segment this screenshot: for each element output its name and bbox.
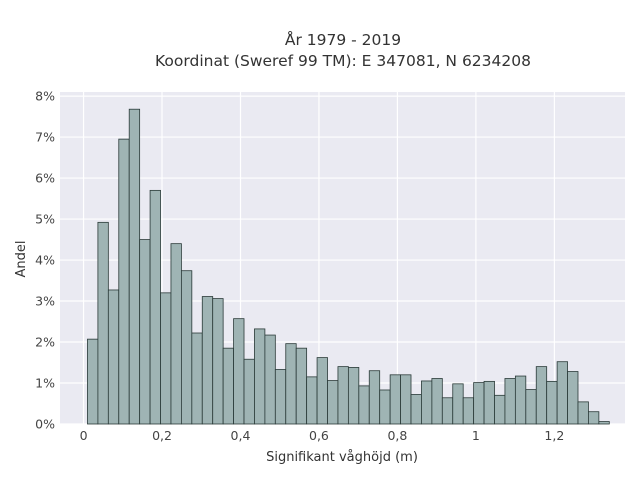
histogram-bar-15 [243, 358, 255, 425]
histogram-bar-2 [107, 289, 120, 425]
histogram-bar-42 [525, 389, 537, 425]
histogram-bar-9 [180, 270, 193, 425]
x-tick-label-3: 0,6 [309, 428, 329, 443]
histogram-bar-8 [170, 243, 182, 425]
histogram-bar-38 [483, 380, 495, 425]
y-tick-label-1: 1% [35, 376, 55, 391]
histogram-bar-18 [274, 369, 287, 425]
x-tick-label-5: 1 [472, 428, 480, 443]
histogram-bar-34 [441, 397, 454, 425]
histogram-bar-40 [504, 378, 516, 425]
histogram-bar-31 [410, 394, 422, 425]
x-axis-label: Signifikant våghöjd (m) [266, 450, 418, 465]
histogram-bar-30 [400, 374, 412, 425]
histogram-bar-33 [431, 378, 443, 425]
histogram-bar-46 [567, 371, 579, 425]
histogram-bar-4 [128, 108, 141, 425]
y-tick-label-5: 5% [35, 212, 55, 227]
histogram-bar-49 [598, 421, 610, 425]
histogram-bar-21 [306, 376, 318, 425]
histogram-bar-47 [577, 401, 589, 425]
histogram-bar-23 [327, 380, 339, 425]
x-tick-label-1: 0,2 [152, 428, 172, 443]
histogram-bar-26 [358, 385, 370, 425]
y-tick-label-0: 0% [35, 417, 55, 432]
x-axis-ticks: 0 0,2 0,4 0,6 0,8 1 1,2 [80, 428, 565, 443]
histogram-bar-37 [473, 382, 485, 425]
y-tick-label-4: 4% [35, 253, 55, 268]
histogram-bar-3 [118, 138, 130, 425]
histogram-bar-5 [139, 239, 151, 425]
histogram-bar-45 [556, 361, 568, 425]
histogram-bar-29 [389, 374, 401, 425]
histogram-bar-14 [233, 318, 245, 425]
histogram-bar-17 [264, 334, 276, 425]
histogram-bar-22 [316, 357, 328, 425]
histogram-bar-35 [452, 383, 464, 425]
histogram-bar-39 [494, 394, 506, 425]
histogram-bar-7 [160, 292, 172, 425]
histogram-bar-43 [535, 366, 548, 425]
histogram-bar-10 [191, 332, 203, 425]
histogram-bar-19 [285, 343, 297, 425]
y-tick-label-8: 8% [35, 89, 55, 104]
chart-title-line-2: Koordinat (Sweref 99 TM): E 347081, N 62… [155, 52, 531, 70]
histogram-bar-27 [368, 370, 381, 425]
histogram-bar-12 [212, 298, 224, 425]
y-tick-label-3: 3% [35, 294, 55, 309]
chart-title-line-1: År 1979 - 2019 [285, 30, 401, 49]
histogram-bar-1 [97, 221, 109, 425]
y-tick-label-2: 2% [35, 335, 55, 350]
histogram-bar-13 [222, 347, 234, 425]
y-tick-label-6: 6% [35, 171, 55, 186]
histogram-bar-0 [87, 338, 99, 425]
histogram-bar-28 [379, 389, 391, 425]
histogram-bars [87, 108, 610, 425]
histogram-bar-24 [337, 366, 349, 425]
x-tick-label-4: 0,8 [387, 428, 407, 443]
histogram-bar-36 [462, 397, 475, 425]
histogram-bar-25 [347, 367, 360, 425]
histogram-bar-11 [201, 296, 214, 425]
histogram-bar-16 [254, 328, 266, 425]
x-tick-label-0: 0 [80, 428, 88, 443]
histogram-bar-6 [149, 189, 161, 425]
histogram-bar-41 [514, 375, 527, 425]
y-axis-ticks: 0% 1% 2% 3% 4% 5% 6% 7% 8% [35, 89, 55, 432]
y-tick-label-7: 7% [35, 130, 55, 145]
histogram-bar-20 [295, 347, 308, 425]
x-tick-label-6: 1,2 [544, 428, 564, 443]
x-tick-label-2: 0,4 [231, 428, 251, 443]
y-axis-label: Andel [14, 241, 29, 278]
histogram-bar-44 [546, 380, 558, 425]
histogram-bar-32 [421, 380, 433, 425]
histogram-bar-48 [588, 411, 600, 425]
